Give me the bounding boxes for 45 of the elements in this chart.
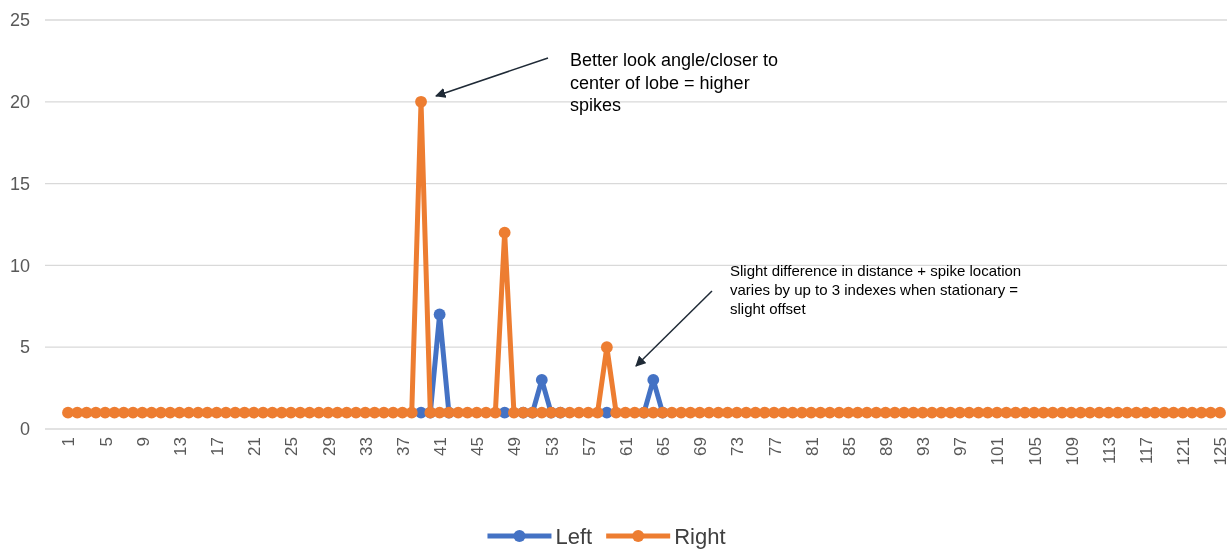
x-tick-label: 53 [542,437,562,456]
x-tick-label: 113 [1099,437,1119,465]
x-tick-label: 81 [802,437,822,456]
x-tick-label: 125 [1211,437,1227,466]
x-tick-label: 41 [431,437,451,456]
annotation: Slight difference in distance + spike location varies by up to 3 indexes when stationary = slight offset [730,262,1022,317]
point [535,374,548,386]
y-tick-label: 0 [19,419,30,440]
x-tick-label: 29 [319,437,339,456]
x-tick-label: 1 [59,437,79,447]
legend-label: Right [674,523,726,549]
x-tick-label: 101 [988,437,1008,466]
x-tick-label: 17 [208,437,228,456]
x-tick-label: 61 [616,437,636,456]
x-tick-label: 97 [951,437,971,456]
x-tick-label: 57 [579,437,599,456]
x-tick-label: 121 [1174,437,1194,466]
x-tick-label: 49 [505,437,525,456]
y-tick-label: 20 [9,92,30,113]
x-tick-label: 77 [765,437,785,456]
x-tick-label: 69 [691,437,711,456]
x-tick-label: 5 [96,437,116,447]
x-tick-label: 45 [468,437,488,456]
x-tick-label: 89 [877,437,896,456]
annotation: Better look angle/closer to center of lobe = higher spikes [570,50,779,115]
x-tick-label: 33 [356,437,376,456]
x-tick-label: 25 [282,437,302,456]
x-tick-label: 85 [839,437,859,456]
x-tick-label: 37 [393,437,413,456]
x-tick-label: 65 [654,437,674,456]
x-tick-label: 13 [170,437,190,456]
point [647,374,660,386]
x-tick-label: 9 [133,437,153,447]
y-tick-label: 25 [9,10,30,31]
x-tick-label: 105 [1025,437,1045,466]
x-tick-label: 109 [1062,437,1082,466]
x-tick-label: 93 [914,437,934,456]
point [433,308,446,321]
y-tick-label: 15 [9,173,30,194]
x-tick-label: 21 [245,437,265,456]
y-tick-label: 5 [19,337,30,358]
x-tick-label: 73 [728,437,748,456]
x-tick-label: 117 [1137,437,1157,465]
legend-label: Left [555,523,593,549]
y-tick-label: 10 [9,255,30,276]
